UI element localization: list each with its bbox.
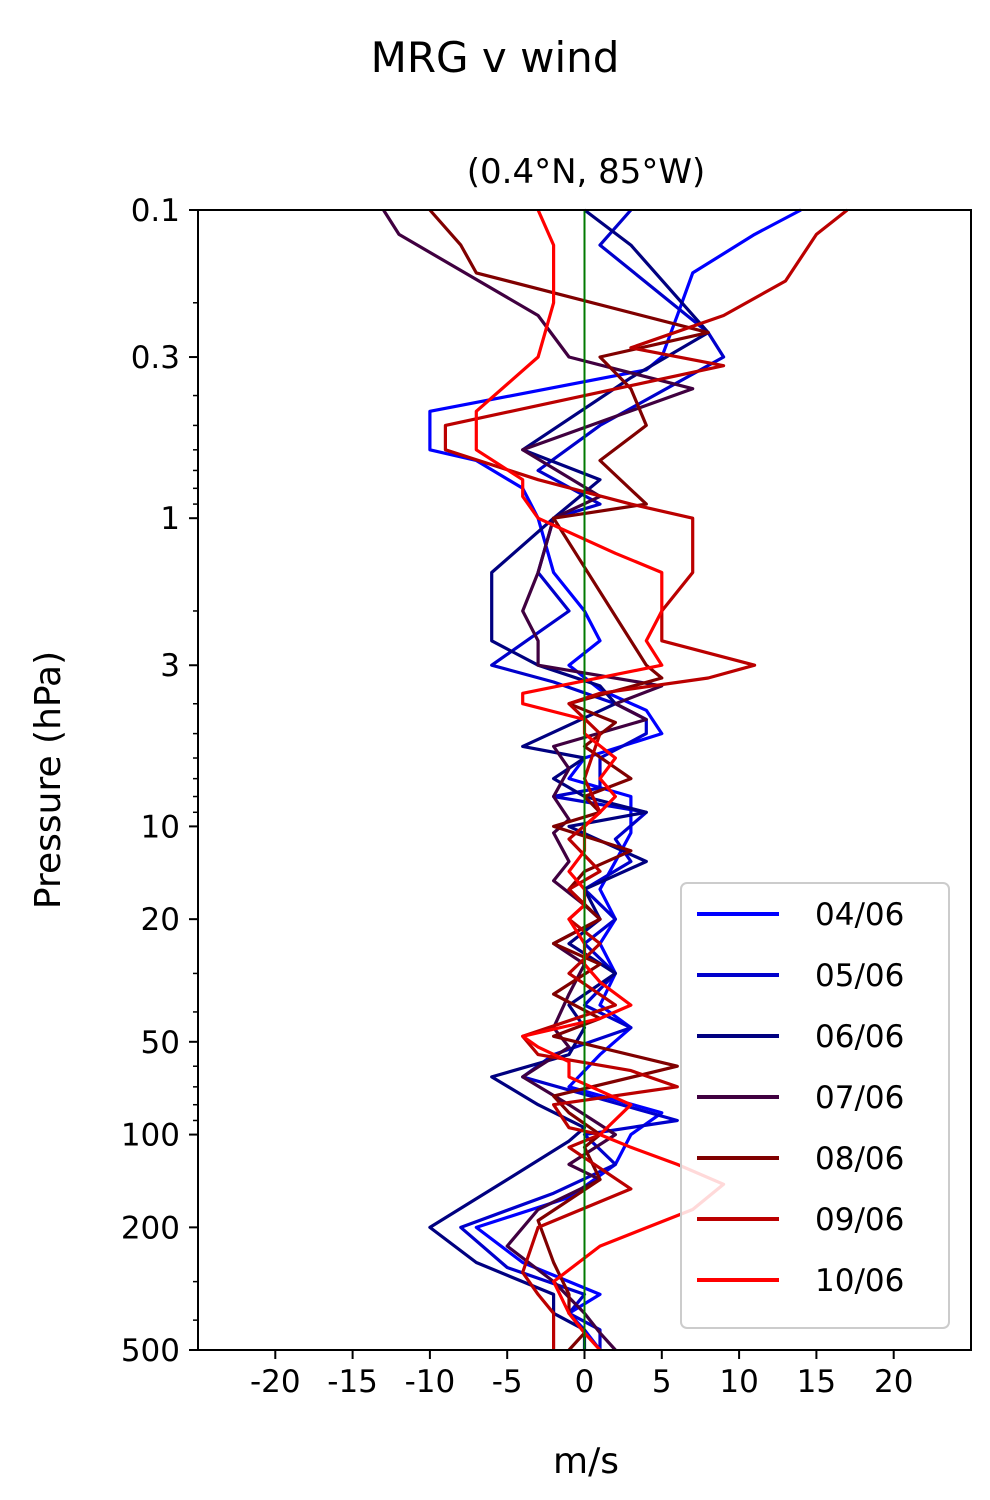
legend-box (680, 882, 950, 1329)
y-tick-label: 0.3 (131, 340, 180, 376)
y-tick-label: 10 (141, 809, 180, 845)
series-line-0 (428, 208, 802, 1351)
y-tick-label: 200 (121, 1210, 180, 1246)
y-tick-label: 3 (160, 648, 180, 684)
y-tick-label: 500 (121, 1333, 180, 1369)
legend-label: 05/06 (815, 958, 904, 994)
x-axis-label: m/s (553, 1441, 619, 1482)
x-tick-label: -5 (492, 1364, 523, 1400)
legend-label: 04/06 (815, 897, 904, 933)
y-tick-label: 20 (141, 902, 180, 938)
y-tick-label: 50 (141, 1025, 180, 1061)
x-tick-label: 20 (874, 1364, 913, 1400)
x-tick-label: -10 (405, 1364, 456, 1400)
x-tick-label: 10 (719, 1364, 758, 1400)
x-tick-label: 0 (575, 1364, 595, 1400)
tick-layer: -20 -15 -10 -5 0 5 10 15 20 0.1 0.3 1 3 10 20 50 100 200 5… (121, 193, 914, 1400)
x-tick-label: -20 (250, 1364, 301, 1400)
chart-title: MRG v wind (371, 33, 620, 82)
chart-subtitle: (0.4°N, 85°W) (467, 152, 706, 192)
series-line-6 (474, 209, 726, 1352)
x-tick-label: 5 (652, 1364, 672, 1400)
legend-label: 09/06 (815, 1202, 904, 1238)
legend: 04/06 05/06 06/06 07/06 08/06 09/06 10/06 (680, 882, 950, 1329)
x-tick-label: -15 (327, 1364, 378, 1400)
y-axis-label: Pressure (hPa) (28, 651, 69, 909)
legend-label: 07/06 (815, 1080, 904, 1116)
plot-frame (197, 209, 972, 1351)
y-tick-label: 0.1 (131, 193, 180, 229)
y-tick-label: 100 (121, 1118, 180, 1154)
legend-label: 10/06 (815, 1263, 904, 1299)
legend-label: 06/06 (815, 1019, 904, 1055)
legend-label: 08/06 (815, 1141, 904, 1177)
y-tick-label: 1 (160, 501, 180, 537)
x-tick-label: 15 (797, 1364, 836, 1400)
